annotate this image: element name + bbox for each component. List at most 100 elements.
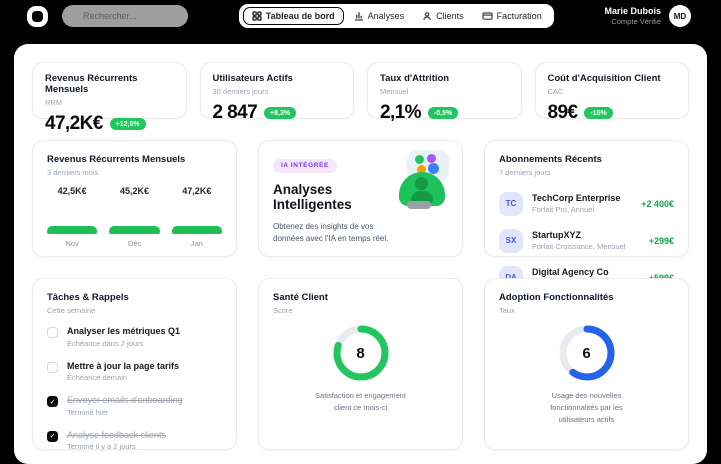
clients-icon [423,12,432,20]
tasks-subtitle: Cette semaine [47,306,96,315]
kpi-card-cac: Coût d'Acquisition Client CAC 89€ -15% [534,62,689,123]
kpi-subtitle: RRM [45,98,63,107]
kpi-row: Revenus Récurrents Mensuels RRM 47,2K€ +… [32,62,689,134]
middle-row: Revenus Récurrents Mensuels 3 derniers m… [32,140,689,290]
task-row: Mettre à jour la page tarifs Échéance de… [47,360,222,382]
subscription-row[interactable]: SX StartupXYZ Forfait Croissance, Mensue… [499,222,674,259]
user-status: Compte Vérifié [611,17,661,26]
ai-title: Analyses Intelligentes [273,181,352,213]
task-checkbox-checked[interactable]: ✓ [47,396,58,407]
client-health-card: Santé Client Score 8 Satisfaction et eng… [258,278,463,450]
gauge-subtitle: Taux [499,306,515,315]
chart-subtitle: 3 derniers mois [47,168,99,177]
user-name: Marie Dubois [604,6,661,16]
dashboard-surface: Revenus Récurrents Mensuels RRM 47,2K€ +… [14,44,707,464]
gauge-caption: Usage des nouvelles fonctionnalités par … [550,391,623,424]
kpi-subtitle: Mensuel [380,87,409,96]
tasks-title: Tâches & Rappels [47,292,129,303]
task-row: Analyser les métriques Q1 Échéance dans … [47,326,222,348]
gauge-value: 6 [582,344,591,362]
kpi-title: Coût d'Acquisition Client [547,73,661,84]
task-label: Analyser les métriques Q1 [67,326,181,336]
top-bar: Tableau de bord Analyses Clients Factura… [0,0,721,32]
bar-category-label: Déc [127,239,142,248]
app-logo [27,5,48,27]
gauge-value: 8 [356,344,365,362]
bar [109,226,160,234]
ai-description: Obtenez des insights de vos données avec… [273,221,389,243]
user-menu[interactable]: Marie Dubois Compte Vérifié MD [604,5,691,27]
kpi-delta-badge: -0,5% [427,107,459,119]
grid-icon [252,11,262,21]
task-label: Envoyer emails d'onboarding [67,395,183,405]
task-due: Terminé il y a 2 jours [67,442,136,451]
bar [47,226,98,234]
kpi-delta-badge: +12,5% [109,118,146,130]
nav-tab-clients[interactable]: Clients [414,7,472,25]
kpi-subtitle: CAC [547,87,564,96]
kpi-card-mrr: Revenus Récurrents Mensuels RRM 47,2K€ +… [32,62,187,134]
gauge-title: Santé Client [273,292,328,303]
feature-adoption-card: Adoption Fonctionnalités Taux 6 Usage de… [484,278,689,450]
subscription-row[interactable]: TC TechCorp Enterprise Forfait Pro, Annu… [499,185,674,222]
kpi-subtitle: 30 derniers jours [212,87,269,96]
nav-tab-label: Tableau de bord [265,11,335,21]
task-label: Mettre à jour la page tarifs [67,360,180,371]
bar-category-label: Nov [65,239,79,248]
main-nav: Tableau de bord Analyses Clients Factura… [238,4,554,28]
credit-card-icon [482,12,493,20]
company-avatar: TC [499,191,523,216]
bottom-row: Tâches & Rappels Cette semaine Analyser … [32,278,689,451]
ai-insights-card[interactable]: IA INTÉGRÉE Analyses Intelligentes Obten… [258,140,463,257]
company-avatar: SX [499,228,523,253]
bar-chart: 42,5K€ Nov 45,2K€ Déc 47,2K€ Jan [47,186,222,248]
gauge-subtitle: Score [273,306,293,315]
nav-tab-label: Analyses [367,11,405,21]
task-due: Échéance dans 2 jours [67,338,144,348]
company-name: StartupXYZ [532,230,582,240]
revenue-chart-card: Revenus Récurrents Mensuels 3 derniers m… [32,140,237,257]
bar-value-label: 45,2K€ [119,186,149,196]
nav-tab-dashboard[interactable]: Tableau de bord [242,7,344,25]
gauge-title: Adoption Fonctionnalités [499,292,614,303]
kpi-delta-badge: -15% [584,107,613,119]
subscriptions-subtitle: 7 derniers jours [499,168,551,177]
subscription-amount: +599€ [649,273,674,283]
task-label: Analyse feedback clients [67,429,167,440]
ai-illustration [399,150,449,209]
nav-tab-billing[interactable]: Facturation [474,7,550,25]
ai-badge: IA INTÉGRÉE [273,158,337,173]
assistant-avatar-icon [399,172,445,209]
bar-column: 45,2K€ Déc [109,186,160,248]
chart-title: Revenus Récurrents Mensuels [47,154,186,165]
nav-tab-analyses[interactable]: Analyses [346,7,413,25]
task-due: Échéance demain [67,373,128,382]
user-avatar[interactable]: MD [669,5,691,27]
nav-tab-label: Clients [436,11,464,21]
nav-tab-label: Facturation [496,11,542,21]
health-gauge: 8 [333,325,389,381]
bar-column: 47,2K€ Jan [171,186,222,248]
company-plan: Forfait Croissance, Mensuel [532,242,626,251]
task-list: Analyser les métriques Q1 Échéance dans … [47,326,222,451]
subscriptions-title: Abonnements Récents [499,154,602,165]
company-name: TechCorp Enterprise [532,193,621,203]
task-row: ✓ Envoyer emails d'onboarding Terminé hi… [47,395,222,417]
kpi-delta-badge: +8,3% [264,107,297,119]
task-row: ✓ Analyse feedback clients Terminé il y … [47,429,222,451]
recent-subscriptions-card: Abonnements Récents 7 derniers jours TC … [484,140,689,290]
bar [171,226,222,234]
bar-value-label: 42,5K€ [57,186,87,196]
task-checkbox[interactable] [47,327,58,338]
kpi-value: 2,1% [380,102,422,123]
kpi-title: Utilisateurs Actifs [212,73,293,84]
adoption-gauge: 6 [559,325,615,381]
task-due: Terminé hier [67,407,109,417]
bar-value-label: 47,2K€ [182,186,212,196]
search-input[interactable] [62,5,188,27]
task-checkbox[interactable] [47,361,58,373]
company-plan: Forfait Pro, Annuel [532,205,595,214]
kpi-card-active-users: Utilisateurs Actifs 30 derniers jours 2 … [199,62,354,123]
task-checkbox-checked[interactable]: ✓ [47,430,58,442]
company-name: Digital Agency Co [532,267,609,277]
